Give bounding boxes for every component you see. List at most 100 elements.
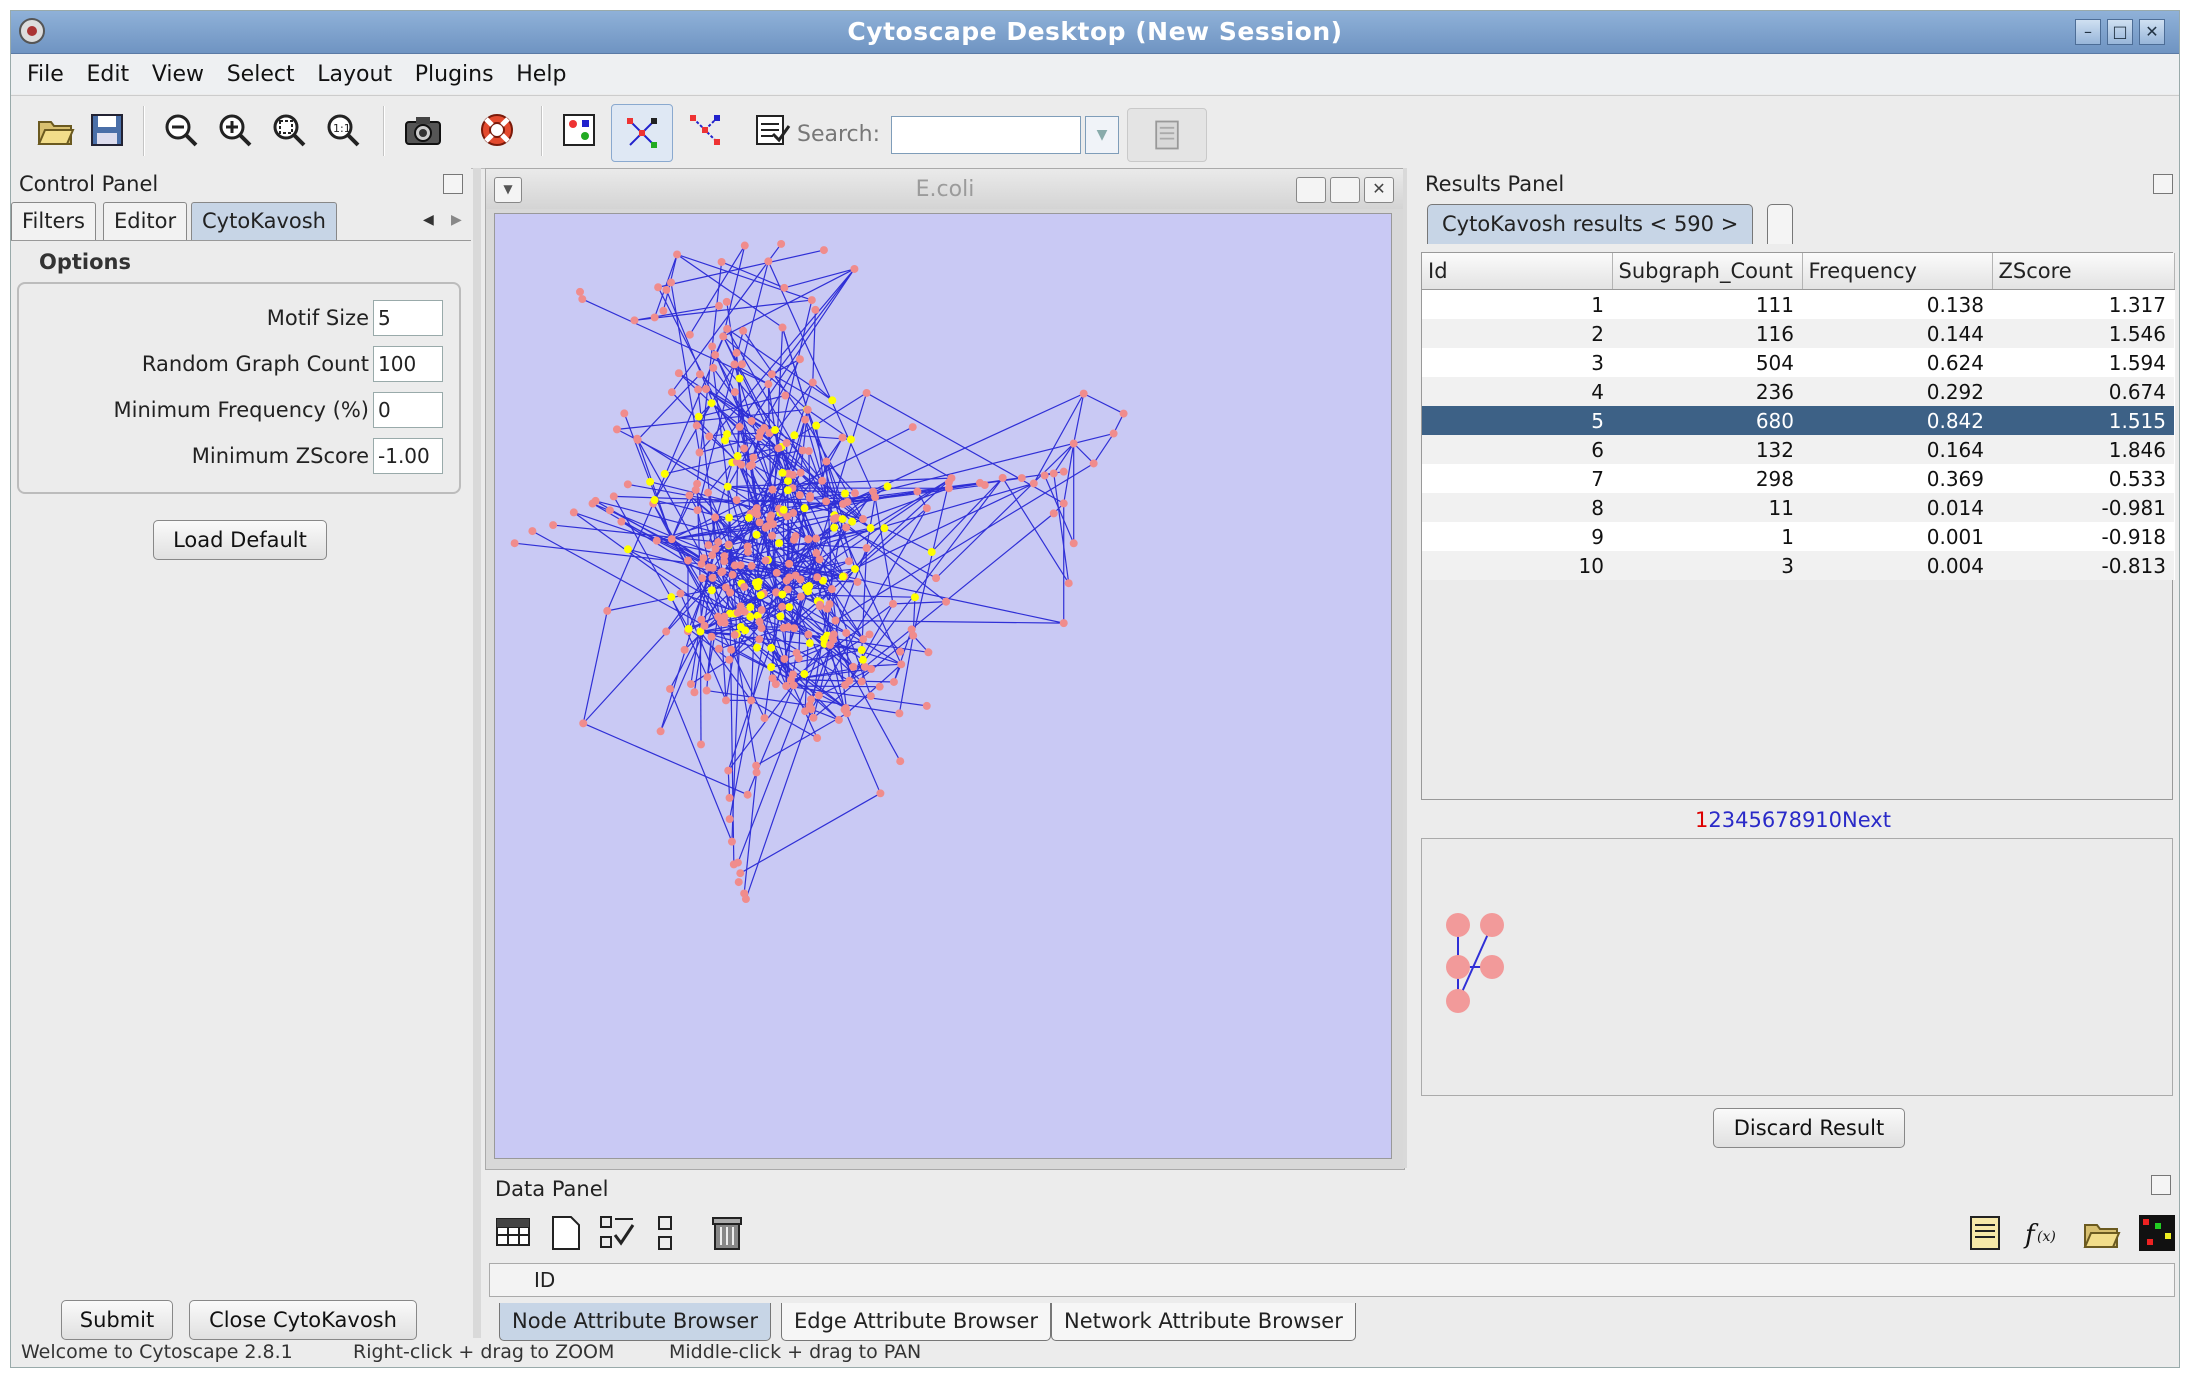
network-node[interactable] <box>685 491 694 500</box>
network-node[interactable] <box>708 342 717 351</box>
network-node[interactable] <box>796 468 805 477</box>
network-node-motif[interactable] <box>744 513 753 522</box>
notes-icon[interactable] <box>1965 1213 2005 1253</box>
network-node[interactable] <box>811 305 820 314</box>
network-node[interactable] <box>827 585 836 594</box>
network-node[interactable] <box>724 540 733 549</box>
network-node[interactable] <box>749 453 758 462</box>
network-node[interactable] <box>859 515 867 524</box>
network-node[interactable] <box>733 858 742 867</box>
network-node[interactable] <box>740 582 749 591</box>
network-node[interactable] <box>764 380 773 389</box>
network-node[interactable] <box>909 631 918 640</box>
network-node[interactable] <box>752 505 761 514</box>
network-node-motif[interactable] <box>910 593 919 602</box>
table-row[interactable]: 10 3 0.004 -0.813 <box>1422 551 2174 580</box>
network-node[interactable] <box>944 478 953 487</box>
network-node-motif[interactable] <box>707 399 716 408</box>
table-row[interactable]: 2 116 0.144 1.546 <box>1422 319 2174 348</box>
network-node[interactable] <box>764 522 773 530</box>
network-node[interactable] <box>730 561 739 570</box>
network-node[interactable] <box>1079 389 1088 398</box>
network-node-motif[interactable] <box>801 583 810 592</box>
network-node[interactable] <box>897 660 906 669</box>
network-node[interactable] <box>815 555 824 564</box>
select-attributes-icon[interactable] <box>493 1213 533 1253</box>
network-node-motif[interactable] <box>623 545 632 554</box>
network-node[interactable] <box>804 447 813 456</box>
network-node-motif[interactable] <box>838 572 847 581</box>
network-node[interactable] <box>633 434 642 443</box>
network-node-motif[interactable] <box>783 486 792 495</box>
network-node[interactable] <box>673 250 682 259</box>
network-node[interactable] <box>896 757 905 766</box>
network-node[interactable] <box>840 705 849 714</box>
network-node[interactable] <box>889 599 897 608</box>
network-node[interactable] <box>738 360 746 369</box>
network-node-motif[interactable] <box>785 603 794 612</box>
network-node[interactable] <box>896 647 905 656</box>
network-node[interactable] <box>705 432 714 441</box>
network-node-motif[interactable] <box>723 430 732 439</box>
network-node[interactable] <box>867 665 876 673</box>
network-node[interactable] <box>735 422 744 431</box>
network-node[interactable] <box>778 323 787 332</box>
network-node-motif[interactable] <box>646 477 655 486</box>
menu-plugins[interactable]: Plugins <box>414 62 494 87</box>
network-node[interactable] <box>778 602 787 611</box>
network-node-motif[interactable] <box>735 374 744 383</box>
table-row[interactable]: 4 236 0.292 0.674 <box>1422 377 2174 406</box>
menu-help[interactable]: Help <box>516 62 567 87</box>
function-icon[interactable]: f (x) <box>2023 1213 2063 1253</box>
network-node[interactable] <box>701 385 710 393</box>
network-node[interactable] <box>767 370 776 379</box>
zoom-out-icon[interactable] <box>159 108 203 152</box>
network-node-motif[interactable] <box>846 435 855 444</box>
network-node-motif[interactable] <box>694 412 703 421</box>
network-node[interactable] <box>760 714 769 723</box>
network-node[interactable] <box>908 423 917 432</box>
network-node[interactable] <box>875 682 884 691</box>
network-node-motif[interactable] <box>776 612 785 621</box>
network-graph[interactable] <box>495 214 1391 1158</box>
network-node-motif[interactable] <box>767 663 776 672</box>
minimize-button[interactable]: – <box>2075 19 2101 45</box>
network-maximize-icon[interactable] <box>1330 177 1360 203</box>
first-neighbors-icon[interactable] <box>611 104 673 162</box>
column-header-id[interactable]: Id <box>1422 253 1613 290</box>
table-row[interactable]: 1 111 0.138 1.317 <box>1422 290 2174 320</box>
network-node-motif[interactable] <box>746 603 755 612</box>
network-node[interactable] <box>743 790 752 799</box>
network-node[interactable] <box>772 588 781 597</box>
id-column-header[interactable]: ID <box>534 1268 556 1292</box>
data-panel-undock-icon[interactable] <box>2151 1175 2171 1195</box>
discard-result-button[interactable]: Discard Result <box>1713 1108 1905 1148</box>
network-node[interactable] <box>859 635 868 644</box>
network-node[interactable] <box>785 559 794 568</box>
network-node-motif[interactable] <box>812 421 821 430</box>
network-node[interactable] <box>667 535 676 544</box>
open-folder-icon[interactable] <box>33 108 77 152</box>
network-node[interactable] <box>1059 619 1068 628</box>
network-node[interactable] <box>842 628 851 637</box>
network-node[interactable] <box>714 644 723 653</box>
network-node-motif[interactable] <box>775 539 784 548</box>
network-node-motif[interactable] <box>858 655 867 664</box>
network-node[interactable] <box>850 264 859 273</box>
network-node[interactable] <box>768 531 777 540</box>
network-node[interactable] <box>656 727 665 736</box>
network-node[interactable] <box>740 444 749 453</box>
network-node[interactable] <box>889 677 898 686</box>
network-node[interactable] <box>765 514 774 523</box>
network-node[interactable] <box>825 600 834 609</box>
table-row[interactable]: 5 680 0.842 1.515 <box>1422 406 2174 435</box>
network-node[interactable] <box>796 592 805 601</box>
network-node[interactable] <box>732 496 741 505</box>
search-input[interactable] <box>891 116 1081 154</box>
network-node[interactable] <box>704 563 713 572</box>
network-node[interactable] <box>722 297 731 306</box>
network-node[interactable] <box>757 624 766 633</box>
network-node[interactable] <box>809 713 818 722</box>
table-row[interactable]: 7 298 0.369 0.533 <box>1422 464 2174 493</box>
network-node[interactable] <box>609 492 618 501</box>
